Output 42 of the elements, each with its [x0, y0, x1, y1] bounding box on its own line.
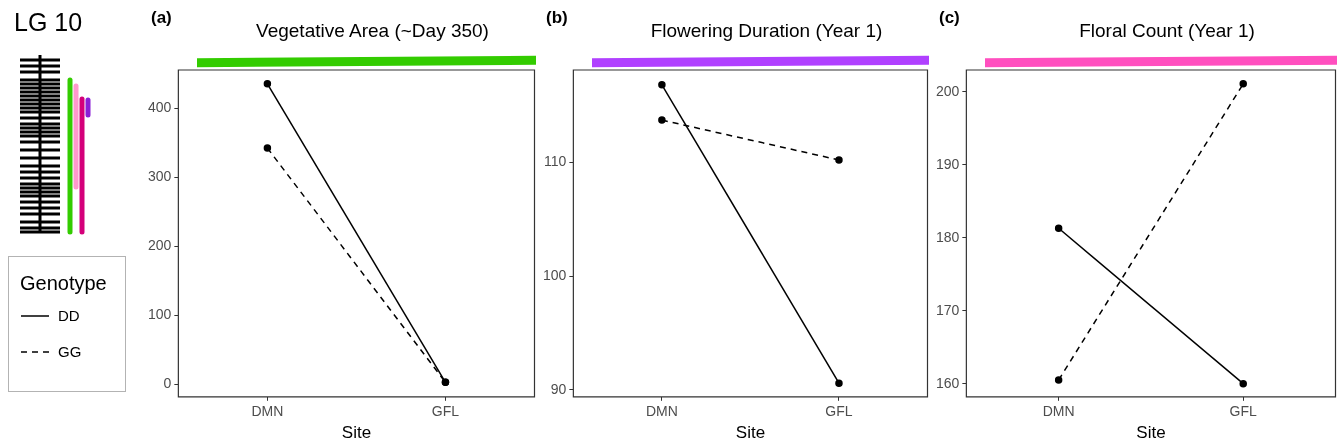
point [835, 379, 843, 387]
text: LG 10 [14, 8, 83, 37]
legend-label: GG [58, 343, 82, 360]
y-tick-label: 110 [544, 153, 567, 170]
chart-title: Flowering Duration (Year 1) [649, 20, 884, 42]
point [263, 144, 272, 152]
legend-label: DD [58, 307, 80, 324]
x-axis-title: Site [341, 423, 372, 443]
text: (c) [939, 8, 960, 28]
legend-title: Genotype [20, 272, 107, 295]
chart-title: Floral Count (Year 1) [1078, 20, 1256, 42]
x-tick-label: DMN [645, 403, 678, 420]
y-tick-label: 190 [936, 155, 960, 172]
x-axis-title: Site [735, 423, 766, 443]
x-axis-title: Site [1136, 423, 1166, 443]
y-tick-label: 400 [148, 98, 172, 115]
point [1239, 379, 1247, 388]
y-tick-label: 0 [163, 375, 172, 392]
point [1239, 80, 1247, 88]
point [835, 156, 843, 164]
y-tick-label: 100 [543, 266, 567, 283]
point [263, 80, 272, 88]
y-tick-label: 200 [148, 237, 172, 254]
chart-title: Vegetative Area (~Day 350) [255, 20, 490, 42]
y-tick-label: 200 [936, 82, 960, 99]
x-tick-label: DMN [1042, 403, 1075, 420]
text: (b) [546, 8, 568, 28]
text: (a) [151, 8, 172, 28]
y-tick-label: 100 [148, 306, 172, 323]
y-tick-label: 180 [936, 228, 960, 245]
x-tick-label: DMN [251, 403, 284, 420]
x-tick-label: GFL [825, 403, 853, 420]
y-tick-label: 90 [550, 380, 567, 397]
y-tick-label: 300 [148, 167, 172, 184]
point [658, 116, 666, 124]
point [658, 81, 666, 89]
y-tick-label: 160 [936, 374, 960, 391]
x-tick-label: GFL [431, 403, 460, 420]
point [1054, 224, 1063, 233]
y-tick-label: 170 [936, 301, 960, 318]
point [1054, 376, 1063, 384]
x-tick-label: GFL [1229, 403, 1258, 420]
